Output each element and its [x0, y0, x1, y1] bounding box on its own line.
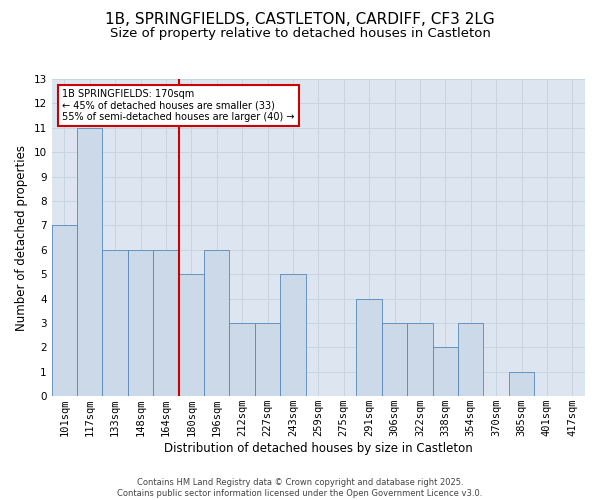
Bar: [356, 298, 382, 396]
Bar: [407, 323, 433, 396]
Bar: [382, 323, 407, 396]
Text: 1B SPRINGFIELDS: 170sqm
← 45% of detached houses are smaller (33)
55% of semi-de: 1B SPRINGFIELDS: 170sqm ← 45% of detache…: [62, 88, 295, 122]
Bar: [280, 274, 305, 396]
X-axis label: Distribution of detached houses by size in Castleton: Distribution of detached houses by size …: [164, 442, 473, 455]
Bar: [229, 323, 255, 396]
Bar: [52, 226, 77, 396]
Y-axis label: Number of detached properties: Number of detached properties: [15, 144, 28, 330]
Text: 1B, SPRINGFIELDS, CASTLETON, CARDIFF, CF3 2LG: 1B, SPRINGFIELDS, CASTLETON, CARDIFF, CF…: [105, 12, 495, 28]
Bar: [458, 323, 484, 396]
Bar: [77, 128, 103, 396]
Text: Size of property relative to detached houses in Castleton: Size of property relative to detached ho…: [110, 28, 490, 40]
Bar: [433, 348, 458, 396]
Bar: [509, 372, 534, 396]
Bar: [153, 250, 179, 396]
Bar: [103, 250, 128, 396]
Bar: [128, 250, 153, 396]
Bar: [255, 323, 280, 396]
Bar: [204, 250, 229, 396]
Text: Contains HM Land Registry data © Crown copyright and database right 2025.
Contai: Contains HM Land Registry data © Crown c…: [118, 478, 482, 498]
Bar: [179, 274, 204, 396]
